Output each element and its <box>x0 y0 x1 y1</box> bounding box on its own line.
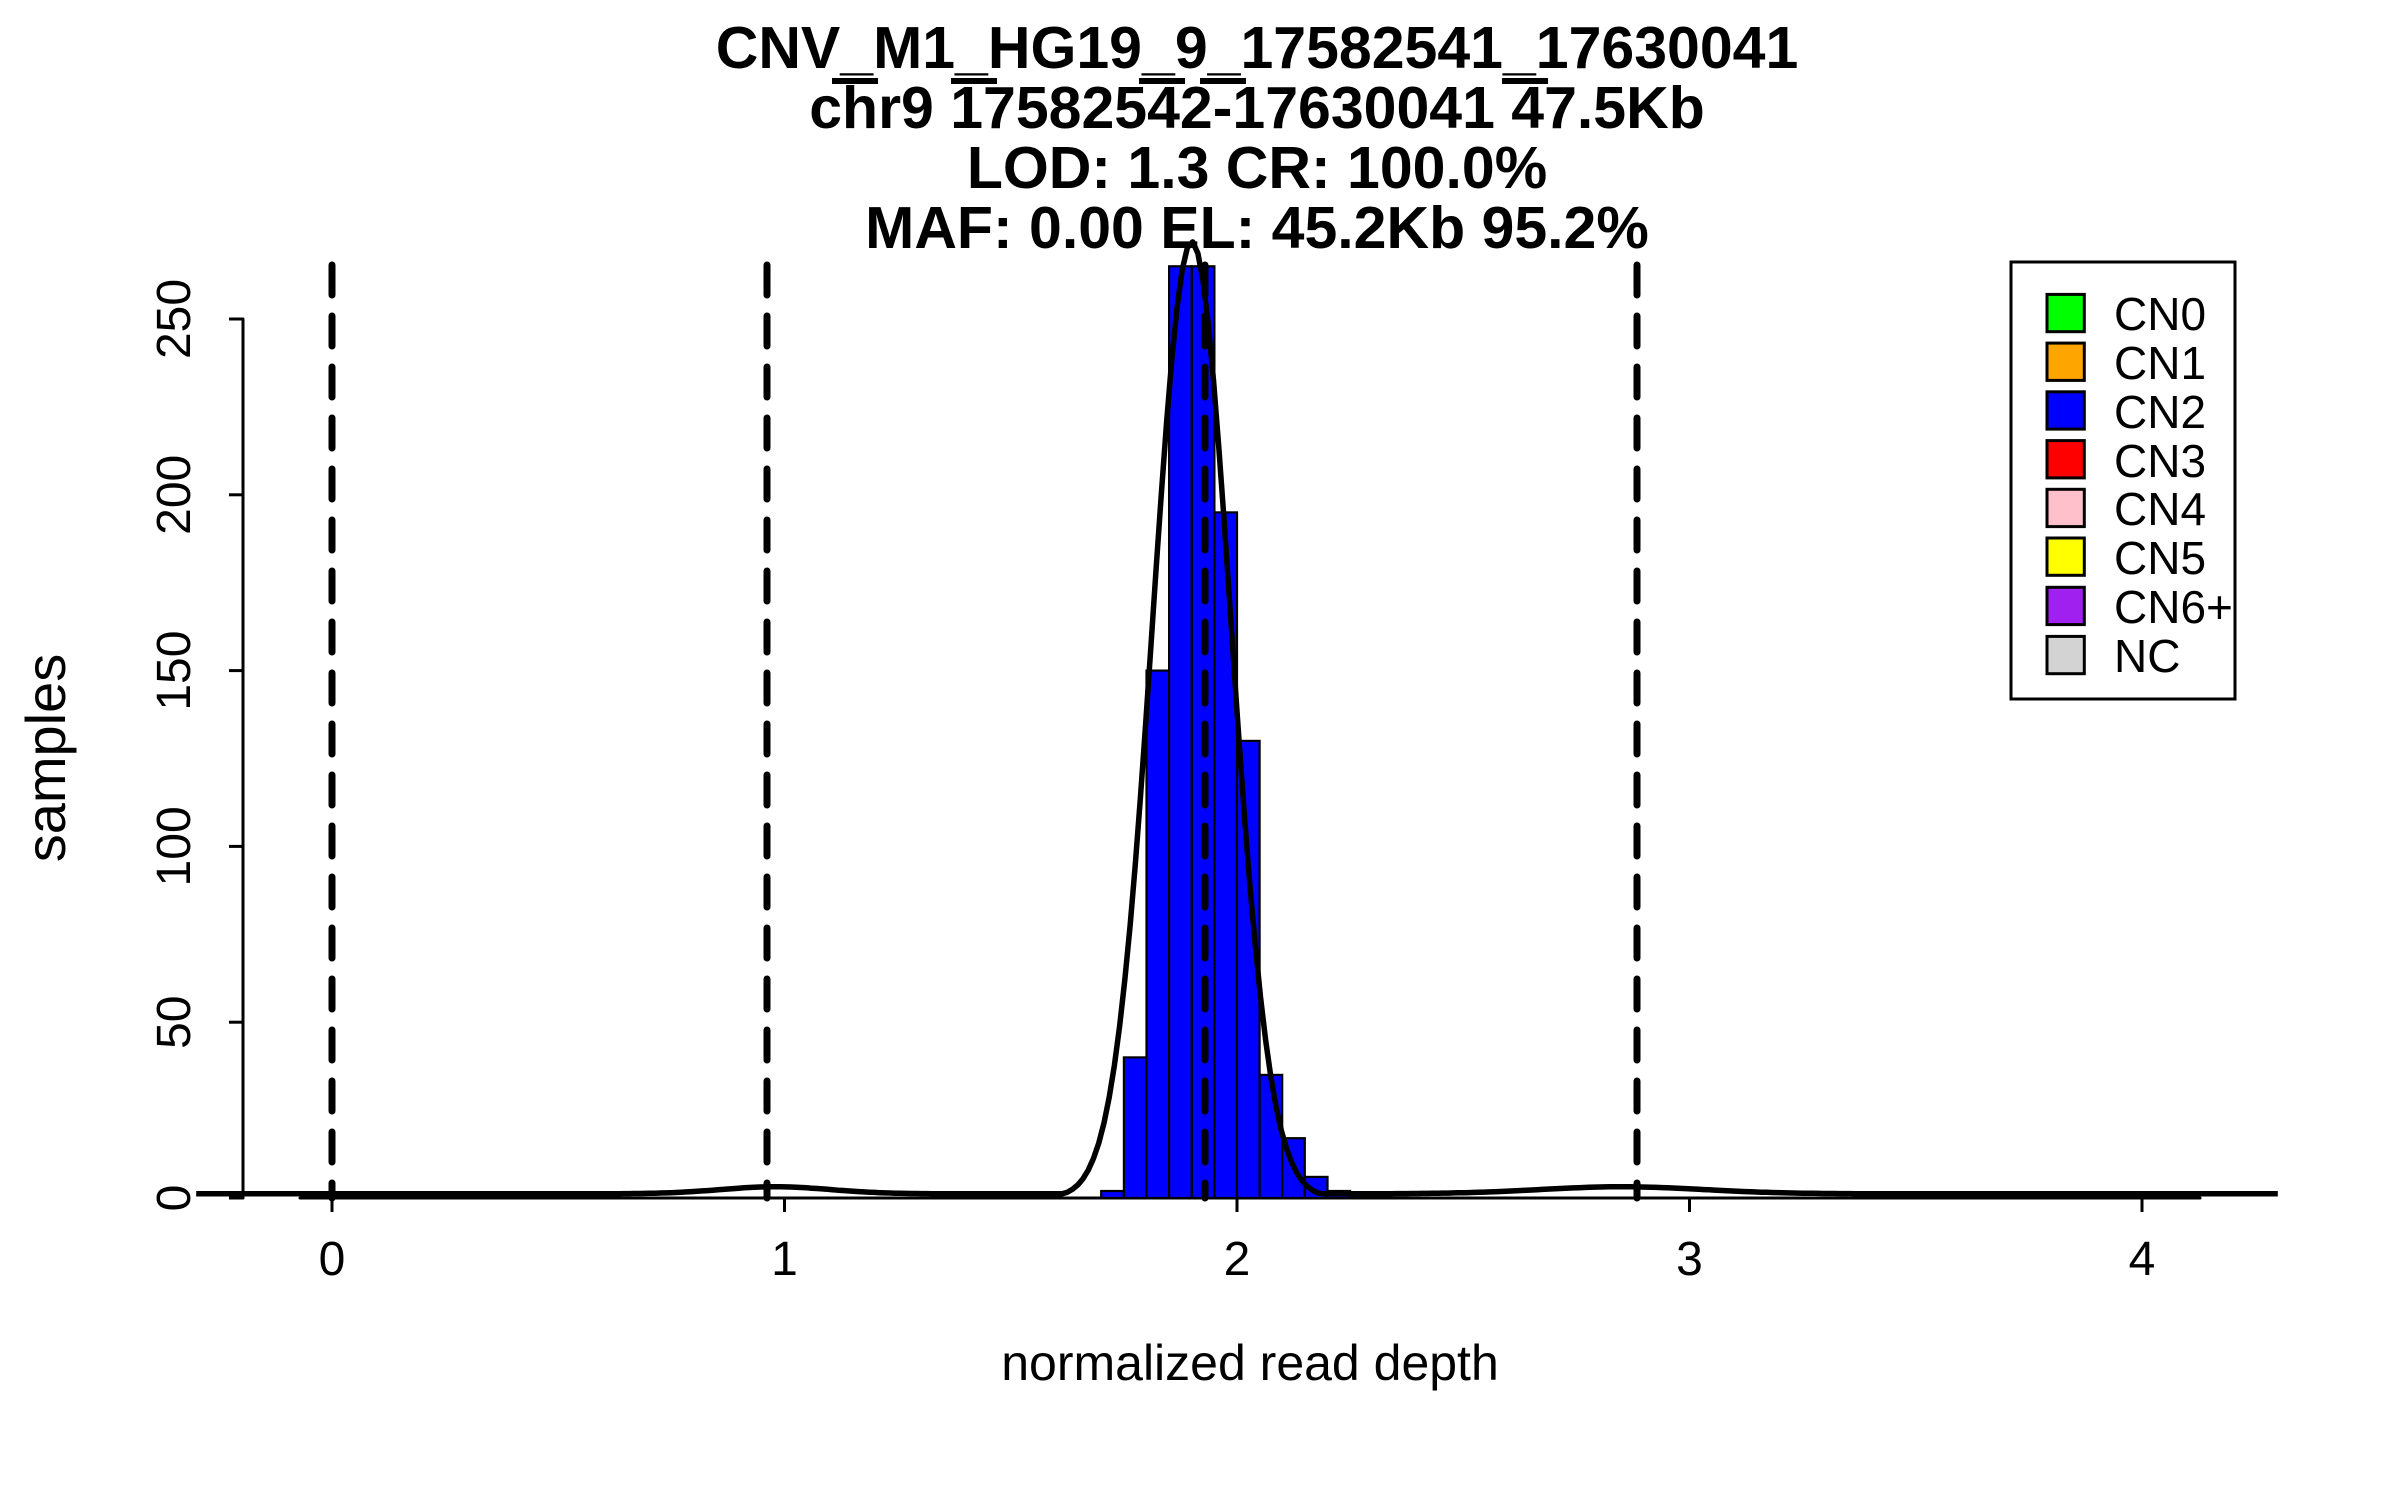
svg-text:1: 1 <box>771 1233 798 1286</box>
svg-text:CN6+: CN6+ <box>2114 581 2233 633</box>
svg-text:2: 2 <box>1224 1233 1251 1286</box>
svg-text:CNV_M1_HG19_9_17582541_1763004: CNV_M1_HG19_9_17582541_17630041 <box>716 15 1799 81</box>
svg-text:200: 200 <box>148 455 201 535</box>
svg-text:LOD: 1.3 CR: 100.0%: LOD: 1.3 CR: 100.0% <box>967 135 1547 201</box>
svg-text:4: 4 <box>2129 1233 2156 1286</box>
svg-text:CN2: CN2 <box>2114 386 2206 438</box>
svg-text:samples: samples <box>14 654 77 863</box>
svg-text:3: 3 <box>1676 1233 1703 1286</box>
svg-text:100: 100 <box>148 806 201 886</box>
svg-text:CN0: CN0 <box>2114 288 2206 340</box>
svg-text:CN1: CN1 <box>2114 337 2206 389</box>
svg-text:normalized read depth: normalized read depth <box>1001 1335 1499 1391</box>
svg-text:NC: NC <box>2114 630 2180 682</box>
svg-text:0: 0 <box>319 1233 346 1286</box>
svg-text:50: 50 <box>148 996 201 1049</box>
svg-text:CN4: CN4 <box>2114 483 2206 535</box>
svg-text:chr9 17582542-17630041 47.5Kb: chr9 17582542-17630041 47.5Kb <box>809 75 1705 141</box>
svg-text:CN5: CN5 <box>2114 532 2206 584</box>
svg-text:250: 250 <box>148 279 201 359</box>
svg-text:CN3: CN3 <box>2114 435 2206 487</box>
svg-text:MAF: 0.00 EL: 45.2Kb 95.2%: MAF: 0.00 EL: 45.2Kb 95.2% <box>865 195 1649 261</box>
svg-text:0: 0 <box>148 1185 201 1212</box>
svg-text:150: 150 <box>148 631 201 711</box>
